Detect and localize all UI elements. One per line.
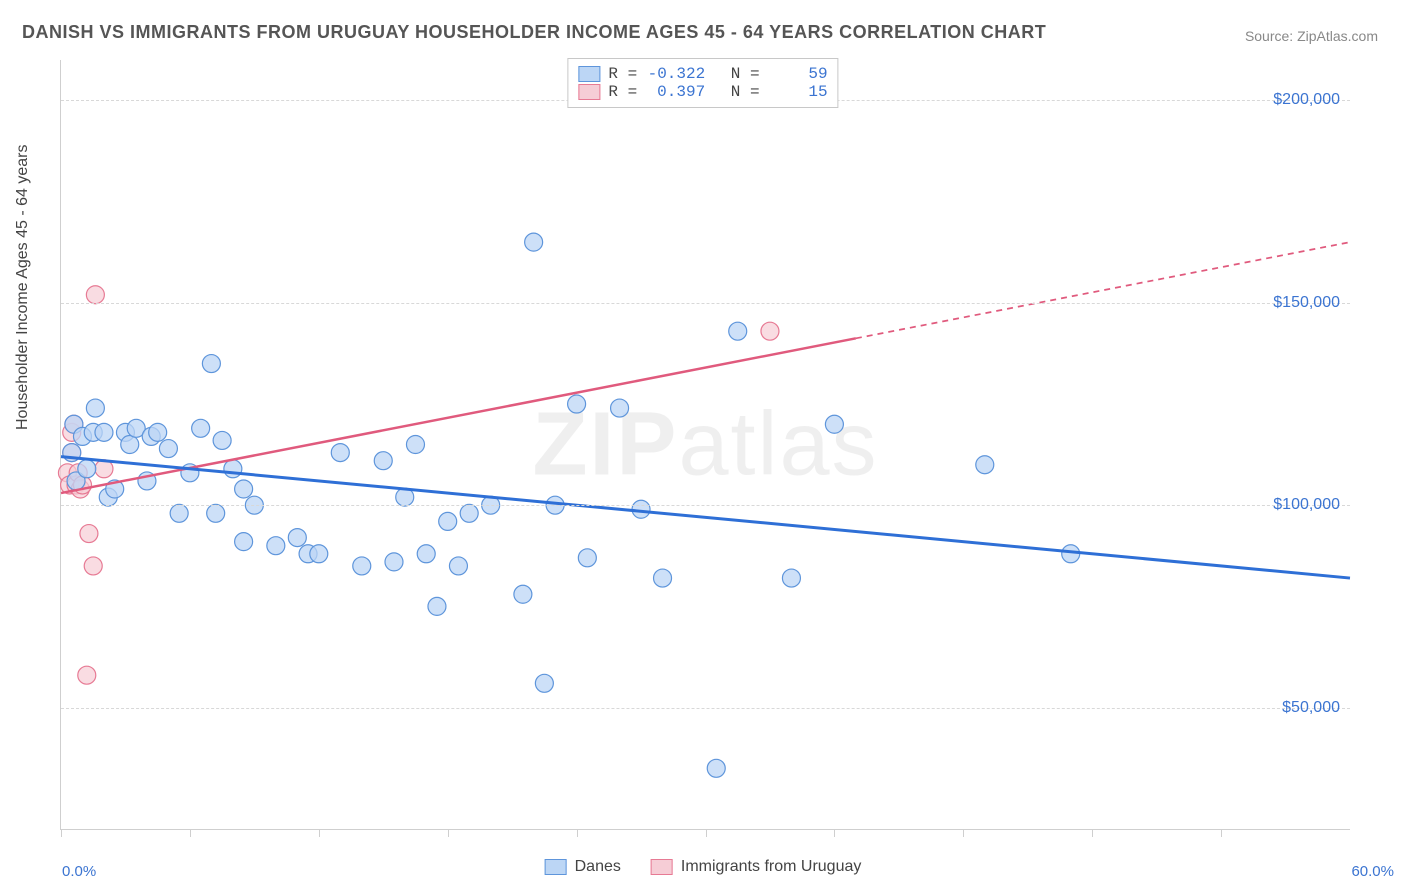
gridline xyxy=(61,708,1350,709)
scatter-point xyxy=(353,557,371,575)
plot-svg xyxy=(61,60,1350,829)
scatter-point xyxy=(192,419,210,437)
x-tick xyxy=(706,829,707,837)
x-tick xyxy=(1221,829,1222,837)
y-axis-label: Householder Income Ages 45 - 64 years xyxy=(14,145,32,431)
x-axis-min-label: 0.0% xyxy=(62,863,96,880)
legend-row-pink: R = 0.397 N = 15 xyxy=(578,83,827,101)
y-tick-label: $200,000 xyxy=(1273,91,1340,109)
scatter-point xyxy=(385,553,403,571)
scatter-point xyxy=(331,444,349,462)
x-tick xyxy=(319,829,320,837)
scatter-point xyxy=(976,456,994,474)
scatter-point xyxy=(525,233,543,251)
scatter-point xyxy=(449,557,467,575)
scatter-point xyxy=(159,440,177,458)
scatter-point xyxy=(611,399,629,417)
scatter-point xyxy=(535,674,553,692)
x-tick xyxy=(577,829,578,837)
series-legend: Danes Immigrants from Uruguay xyxy=(545,858,862,876)
gridline xyxy=(61,303,1350,304)
scatter-point xyxy=(578,549,596,567)
correlation-legend: R = -0.322 N = 59 R = 0.397 N = 15 xyxy=(567,58,838,108)
chart-container: DANISH VS IMMIGRANTS FROM URUGUAY HOUSEH… xyxy=(0,0,1406,892)
x-tick xyxy=(190,829,191,837)
legend-swatch-pink-icon xyxy=(651,859,673,875)
chart-source: Source: ZipAtlas.com xyxy=(1245,28,1378,44)
chart-title: DANISH VS IMMIGRANTS FROM URUGUAY HOUSEH… xyxy=(22,22,1046,43)
scatter-point xyxy=(80,525,98,543)
scatter-point xyxy=(568,395,586,413)
legend-swatch-pink xyxy=(578,84,600,100)
legend-swatch-blue xyxy=(578,66,600,82)
scatter-point xyxy=(729,322,747,340)
scatter-point xyxy=(374,452,392,470)
legend-item-blue: Danes xyxy=(545,858,621,876)
legend-row-blue: R = -0.322 N = 59 xyxy=(578,65,827,83)
legend-item-pink: Immigrants from Uruguay xyxy=(651,858,862,876)
scatter-point xyxy=(202,355,220,373)
x-tick xyxy=(963,829,964,837)
y-tick-label: $100,000 xyxy=(1273,496,1340,514)
scatter-point xyxy=(224,460,242,478)
y-tick-label: $50,000 xyxy=(1282,699,1340,717)
scatter-point xyxy=(86,286,104,304)
scatter-point xyxy=(78,666,96,684)
scatter-point xyxy=(782,569,800,587)
scatter-point xyxy=(78,460,96,478)
scatter-point xyxy=(417,545,435,563)
plot-area: ZIPatlas $50,000$100,000$150,000$200,000 xyxy=(60,60,1350,830)
scatter-point xyxy=(707,759,725,777)
scatter-point xyxy=(267,537,285,555)
scatter-point xyxy=(213,431,231,449)
scatter-point xyxy=(825,415,843,433)
scatter-point xyxy=(428,597,446,615)
scatter-point xyxy=(149,423,167,441)
scatter-point xyxy=(406,436,424,454)
x-tick xyxy=(61,829,62,837)
regression-line xyxy=(61,457,1350,578)
scatter-point xyxy=(310,545,328,563)
scatter-point xyxy=(207,504,225,522)
scatter-point xyxy=(460,504,478,522)
scatter-point xyxy=(288,529,306,547)
scatter-point xyxy=(514,585,532,603)
scatter-point xyxy=(170,504,188,522)
scatter-point xyxy=(86,399,104,417)
scatter-point xyxy=(95,423,113,441)
x-tick xyxy=(1092,829,1093,837)
scatter-point xyxy=(121,436,139,454)
regression-line xyxy=(61,338,856,493)
legend-swatch-blue-icon xyxy=(545,859,567,875)
scatter-point xyxy=(761,322,779,340)
gridline xyxy=(61,505,1350,506)
x-tick xyxy=(448,829,449,837)
scatter-point xyxy=(84,557,102,575)
x-tick xyxy=(834,829,835,837)
y-tick-label: $150,000 xyxy=(1273,294,1340,312)
scatter-point xyxy=(654,569,672,587)
regression-line-extrapolated xyxy=(856,242,1350,338)
x-axis-max-label: 60.0% xyxy=(1351,863,1394,880)
scatter-point xyxy=(235,480,253,498)
scatter-point xyxy=(439,512,457,530)
scatter-point xyxy=(235,533,253,551)
